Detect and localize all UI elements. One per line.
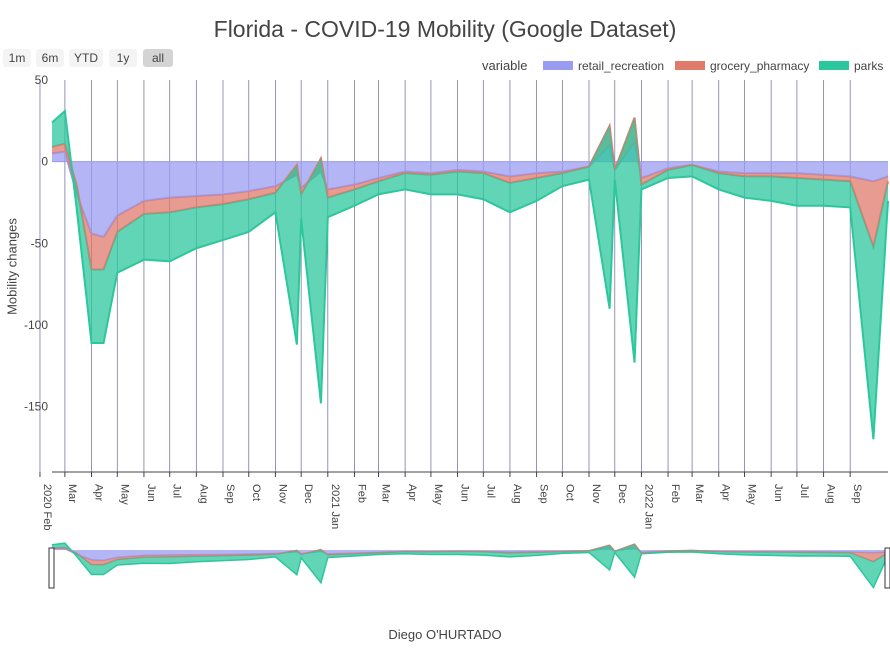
legend-title: variable <box>482 58 528 73</box>
main-plot-area[interactable]: 50 0 -50 -100 -150 2020 Feb Mar Apr May Jun Jul Aug… <box>24 73 889 530</box>
x-tick-label: Jun <box>459 484 471 502</box>
line-parks <box>51 109 889 440</box>
x-tick-label: 2022 Jan <box>642 484 654 529</box>
range-button-6m[interactable]: 6m <box>36 49 64 67</box>
legend-label-parks: parks <box>854 59 884 73</box>
range-button-all[interactable]: all <box>143 49 173 67</box>
x-tick-label: Mar <box>379 484 391 503</box>
x-tick-label: Oct <box>250 484 262 501</box>
slider-line-parks <box>51 542 889 590</box>
x-tick-label: Jul <box>171 484 183 498</box>
y-tick-label: 50 <box>35 73 49 87</box>
x-tick-label: 2021 Jan <box>329 484 341 529</box>
x-tick-label: Aug <box>825 484 837 504</box>
slider-area-parks <box>52 543 888 588</box>
x-tick-label: Mar <box>693 484 705 503</box>
range-button-1m[interactable]: 1m <box>3 49 31 67</box>
x-tick-label: Jun <box>772 484 784 502</box>
x-tick-label: Apr <box>720 484 732 501</box>
x-tick-label: Sep <box>224 484 236 504</box>
x-tick-label: Aug <box>197 484 209 504</box>
x-tick-label: May <box>118 484 130 505</box>
area-parks <box>52 111 888 440</box>
x-tick-label: Nov <box>590 484 602 504</box>
x-tick-label: Jun <box>145 484 157 502</box>
y-tick-label: -50 <box>31 236 49 250</box>
legend-label-retail-recreation: retail_recreation <box>578 59 665 73</box>
legend-swatch-grocery-pharmacy <box>675 61 705 70</box>
x-tick-label: Feb <box>355 484 367 503</box>
x-tick-label: Nov <box>276 484 288 504</box>
range-slider-handle-left[interactable] <box>48 547 55 589</box>
y-tick-label: -150 <box>24 400 48 414</box>
x-tick-label: Sep <box>851 484 863 504</box>
range-slider-handle-right[interactable] <box>884 547 890 589</box>
x-tick-label: Mar <box>66 484 78 503</box>
x-tick-label: Jul <box>484 484 496 498</box>
x-tick-label: Jul <box>798 484 810 498</box>
x-tick-label: Aug <box>511 484 523 504</box>
range-button-1y[interactable]: 1y <box>109 49 137 67</box>
y-tick-label: -100 <box>24 318 48 332</box>
legend-label-grocery-pharmacy: grocery_pharmacy <box>710 59 810 73</box>
x-tick-label: Dec <box>616 484 628 504</box>
x-tick-label: Dec <box>302 484 314 504</box>
x-tick-label: Sep <box>538 484 550 504</box>
x-tick-label: Feb <box>669 484 681 503</box>
legend-swatch-parks <box>819 61 849 70</box>
x-tick-label: May <box>432 484 444 505</box>
x-tick-label: Apr <box>406 484 418 501</box>
chart-title: Florida - COVID-19 Mobility (Google Data… <box>213 16 677 42</box>
x-tick-label: Oct <box>563 484 575 501</box>
range-button-ytd[interactable]: YTD <box>69 49 103 67</box>
y-tick-label: 0 <box>41 155 48 169</box>
legend-swatch-retail-recreation <box>543 61 573 70</box>
x-tick-label: Apr <box>93 484 105 501</box>
x-tick-label: May <box>746 484 758 505</box>
y-axis-label: Mobility changes <box>4 218 20 315</box>
range-slider-bg <box>52 539 888 592</box>
chart-caption: Diego O'HURTADO <box>388 627 502 642</box>
x-tick-label: 2020 Feb <box>41 484 53 530</box>
range-slider[interactable] <box>48 539 890 592</box>
